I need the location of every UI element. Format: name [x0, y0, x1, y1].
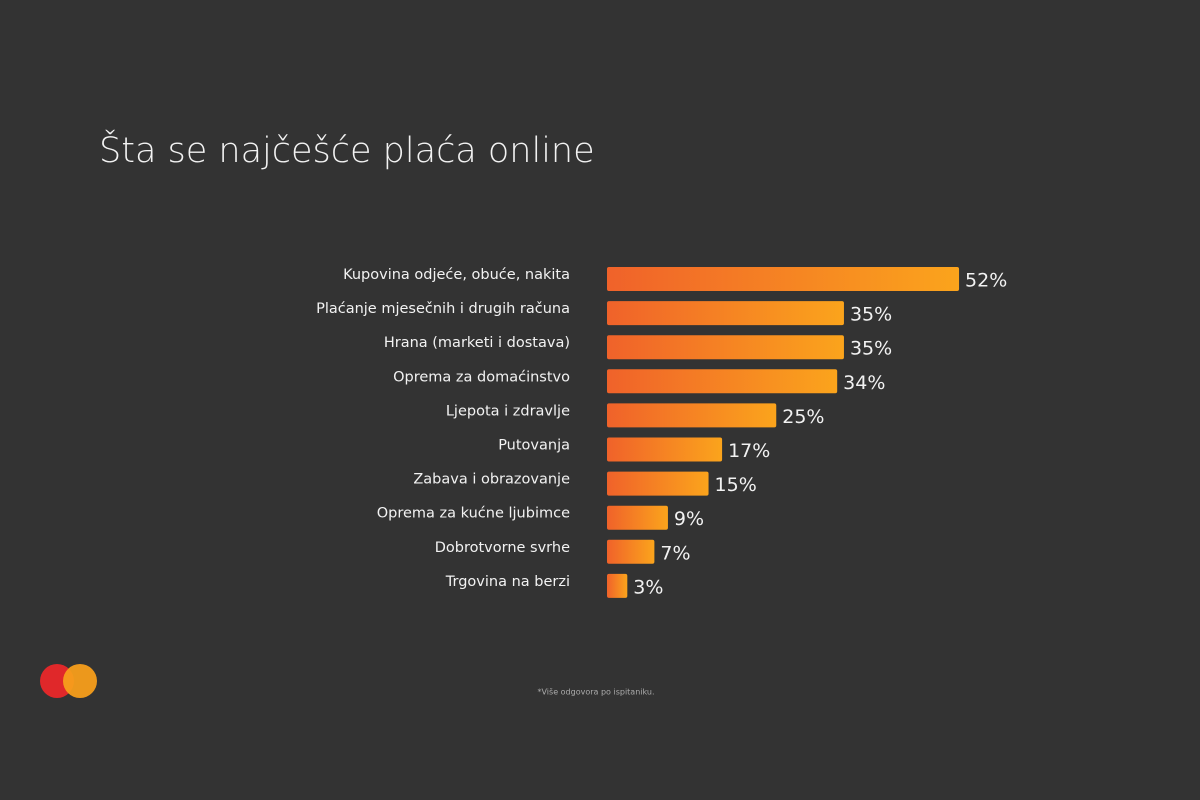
category-label: Kupovina odjeće, obuće, nakita — [343, 267, 570, 283]
category-label: Oprema za domaćinstvo — [393, 369, 570, 385]
bar — [607, 403, 777, 428]
bar — [607, 335, 844, 360]
value-label: 25% — [782, 406, 824, 428]
bar — [607, 573, 628, 598]
bar — [607, 539, 655, 564]
bar — [607, 471, 709, 496]
value-label: 35% — [850, 338, 892, 360]
category-label: Oprema za kućne ljubimce — [377, 506, 570, 522]
bar — [607, 437, 723, 462]
category-label: Putovanja — [498, 438, 570, 454]
value-label: 17% — [728, 440, 770, 462]
bar — [607, 369, 838, 394]
logo — [40, 664, 97, 698]
value-label: 3% — [633, 576, 663, 598]
footnote: *Više odgovora po ispitaniku. — [538, 687, 655, 697]
value-label: 7% — [660, 542, 690, 564]
category-label: Zabava i obrazovanje — [413, 472, 570, 488]
category-label: Plaćanje mjesečnih i drugih računa — [316, 301, 570, 317]
category-label: Trgovina na berzi — [445, 574, 570, 590]
logo-circle — [63, 664, 97, 698]
value-label: 35% — [850, 304, 892, 326]
category-label: Ljepota i zdravlje — [446, 403, 570, 419]
value-label: 9% — [674, 508, 704, 530]
bar — [607, 505, 668, 530]
category-label: Hrana (marketi i dostava) — [384, 335, 570, 351]
value-label: 34% — [843, 372, 885, 394]
value-label: 15% — [715, 474, 757, 496]
bar — [607, 267, 960, 291]
value-label: 52% — [965, 270, 1007, 292]
bar — [607, 301, 844, 326]
category-label: Dobrotvorne svrhe — [435, 540, 570, 556]
chart-title: Šta se najčešće plaća online — [99, 129, 595, 171]
